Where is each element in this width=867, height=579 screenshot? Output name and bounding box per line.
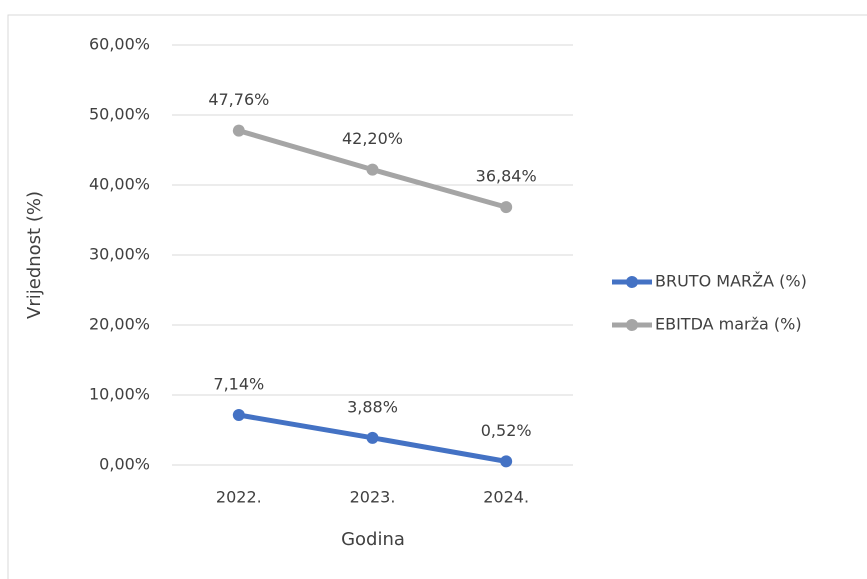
- data-label: 36,84%: [476, 167, 537, 186]
- y-tick-label: 30,00%: [89, 245, 150, 264]
- y-axis-label: Vrijednost (%): [24, 191, 45, 319]
- x-tick-label: 2023.: [350, 488, 396, 507]
- x-axis-label: Godina: [341, 529, 405, 550]
- data-label: 42,20%: [342, 129, 403, 148]
- data-point: [500, 201, 513, 214]
- data-point: [366, 431, 379, 444]
- data-label: 7,14%: [213, 375, 264, 394]
- chart-frame: [7, 14, 867, 579]
- x-tick-label: 2022.: [216, 488, 262, 507]
- legend-label: BRUTO MARŽA (%): [655, 272, 807, 291]
- data-point: [232, 124, 245, 137]
- data-label: 47,76%: [208, 90, 269, 109]
- y-tick-label: 40,00%: [89, 175, 150, 194]
- legend-label: EBITDA marža (%): [655, 315, 802, 334]
- data-point: [500, 455, 513, 468]
- data-point: [232, 409, 245, 422]
- y-tick-label: 50,00%: [89, 105, 150, 124]
- data-point: [366, 163, 379, 176]
- y-tick-label: 60,00%: [89, 35, 150, 54]
- x-tick-label: 2024.: [483, 488, 529, 507]
- legend-marker: [626, 319, 638, 331]
- legend-marker: [626, 276, 638, 288]
- y-tick-label: 20,00%: [89, 315, 150, 334]
- y-tick-label: 10,00%: [89, 385, 150, 404]
- data-label: 3,88%: [347, 397, 398, 416]
- y-tick-label: 0,00%: [99, 455, 150, 474]
- data-label: 0,52%: [481, 421, 532, 440]
